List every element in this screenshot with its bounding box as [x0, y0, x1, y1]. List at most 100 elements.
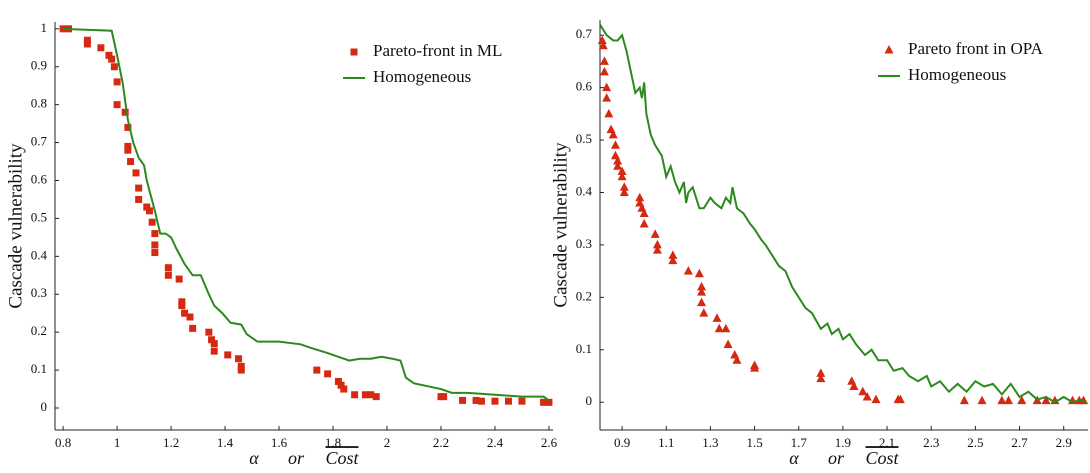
x-label: Cost: [325, 448, 359, 468]
point: [504, 397, 512, 405]
point: [181, 309, 189, 317]
point: [151, 241, 159, 249]
point: [895, 394, 905, 404]
point: [959, 395, 969, 405]
point: [205, 328, 213, 336]
y-tick-label: 0.5: [576, 131, 592, 146]
y-tick-label: 0.2: [576, 288, 592, 303]
point: [668, 255, 678, 265]
point: [175, 275, 183, 283]
point: [121, 108, 129, 116]
point: [113, 78, 121, 86]
point: [652, 239, 662, 249]
point: [189, 324, 197, 332]
point: [132, 169, 140, 177]
point: [862, 391, 872, 401]
point: [178, 298, 186, 306]
point: [83, 36, 91, 44]
point: [210, 347, 218, 355]
point: [83, 40, 91, 48]
point: [148, 218, 156, 226]
x-tick-label: 1.7: [791, 435, 808, 450]
point: [598, 40, 608, 50]
point: [361, 391, 369, 399]
subplot: 0.9 1.1 1.3 1.5 1.7 1.9 2.1 2.3 2.5 2.7 2.9 0 0.1 0.2…: [550, 20, 1089, 468]
point: [105, 51, 113, 59]
point: [127, 158, 135, 166]
legend-label: Pareto-front in ML: [373, 41, 502, 60]
point: [210, 340, 218, 348]
point: [613, 156, 623, 165]
line: [599, 24, 1087, 404]
x-tick-label: 2.9: [1056, 435, 1072, 450]
y-tick-label: 0.8: [31, 96, 47, 111]
x-tick-label: 1.6: [271, 435, 288, 450]
point: [143, 203, 151, 211]
point: [518, 397, 526, 405]
point: [1004, 395, 1014, 405]
point: [459, 396, 467, 404]
point: [145, 207, 153, 215]
point: [613, 161, 623, 170]
point: [237, 366, 245, 374]
legend-label: Homogeneous: [373, 67, 471, 86]
y-tick-label: 0.4: [31, 247, 48, 262]
point: [668, 250, 678, 259]
y-tick-label: 0.6: [31, 171, 48, 186]
point: [858, 386, 868, 396]
x-tick-label: 2.1: [879, 435, 895, 450]
x-tick-label: 1.3: [702, 435, 718, 450]
point: [697, 281, 707, 291]
subplot: 0.8 1 1.2 1.4 1.6 1.8 2 2.2 2.4 2.6 0 0.1 0.2 0.3 0.4 0…: [5, 20, 557, 468]
point: [237, 362, 245, 370]
x-tick-label: 2.3: [923, 435, 939, 450]
point: [164, 264, 172, 272]
point: [135, 195, 143, 203]
point: [164, 271, 172, 279]
point: [337, 381, 345, 389]
point: [440, 393, 448, 401]
point: [639, 208, 649, 217]
point: [113, 101, 121, 109]
point: [849, 381, 859, 390]
y-tick-label: 1: [41, 20, 48, 35]
y-tick-label: 0: [41, 399, 48, 414]
x-tick-label: 2.7: [1011, 435, 1028, 450]
point: [619, 187, 629, 196]
point: [110, 63, 118, 71]
point: [635, 192, 645, 202]
point: [750, 363, 760, 372]
y-label: Cascade vulnerability: [5, 143, 26, 309]
point: [178, 302, 186, 310]
point: [124, 146, 132, 154]
x-tick-label: 1: [114, 435, 121, 450]
y-tick-label: 0.3: [31, 285, 47, 300]
y-tick-label: 0.7: [31, 134, 48, 149]
x-label: α: [789, 448, 799, 468]
y-tick-label: 0.9: [31, 58, 47, 73]
y-tick-label: 0.4: [576, 183, 593, 198]
x-tick-label: 1.5: [746, 435, 762, 450]
point: [699, 308, 709, 317]
point: [151, 230, 159, 238]
point: [604, 108, 614, 118]
x-tick-label: 1.2: [163, 435, 179, 450]
point: [732, 355, 742, 364]
y-tick-label: 0.1: [31, 361, 47, 376]
point: [977, 395, 987, 405]
point: [617, 166, 627, 176]
x-tick-label: 1.4: [217, 435, 234, 450]
point: [208, 336, 216, 344]
point: [617, 171, 627, 181]
point: [599, 66, 609, 76]
x-tick-label: 1.9: [835, 435, 851, 450]
point: [816, 373, 826, 383]
y-tick-label: 0.3: [576, 236, 592, 251]
point: [97, 44, 105, 52]
x-tick-label: 2: [384, 435, 391, 450]
y-tick-label: 0.1: [576, 341, 592, 356]
x-label: or: [828, 448, 845, 468]
point: [545, 398, 553, 406]
point: [108, 55, 116, 63]
